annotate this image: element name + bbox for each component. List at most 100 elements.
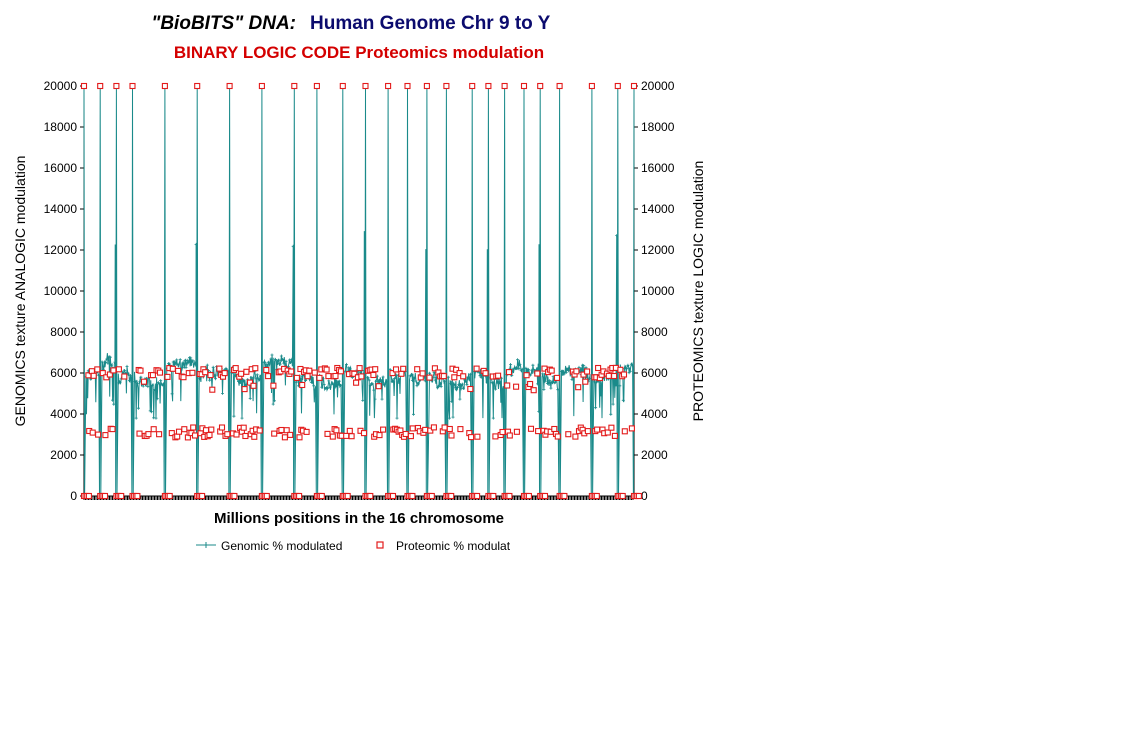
genomic-series [82,84,636,498]
y-tick-label-right: 14000 [641,202,675,216]
proteomic-point [419,370,426,377]
proteomic-point [427,427,434,434]
y-tick-label-left: 10000 [44,284,78,298]
proteomic-point-zero [85,492,92,500]
proteomic-point [575,384,582,391]
proteomic-point [251,433,258,440]
proteomic-point-top [97,82,104,90]
proteomic-point [164,373,171,380]
legend-genomic-label: Genomic % modulated [221,539,342,553]
proteomic-point [137,367,144,374]
proteomic-point-zero [428,492,435,500]
proteomic-point [189,369,196,376]
proteomic-point-top [226,82,233,90]
proteomic-point [584,368,591,375]
legend-proteomic-label: Proteomic % modulat [396,539,511,553]
proteomic-point [360,430,368,437]
proteomic-point [293,374,300,381]
proteomic-point [389,370,396,377]
proteomic-point [218,424,226,431]
proteomic-point-top [362,82,369,90]
proteomic-point-top [443,82,450,90]
proteomic-point [580,371,587,378]
proteomic-point [206,431,213,439]
proteomic-point [250,382,257,389]
proteomic-point [460,373,467,380]
proteomic-point [441,424,448,431]
proteomic-point-zero [561,492,568,500]
proteomic-point [473,365,480,372]
proteomic-point-top [258,82,265,90]
proteomic-point [620,371,628,378]
proteomic-point [451,374,458,381]
proteomic-point [299,381,306,389]
proteomic-point-top [485,82,492,90]
proteomic-point [106,371,113,378]
proteomic-point [271,430,278,437]
proteomic-point-zero [231,492,238,500]
proteomic-point [263,366,270,374]
proteomic-point [351,370,358,377]
proteomic-point [582,378,589,385]
proteomic-point [156,431,163,438]
proteomic-point [621,428,628,435]
y-axis-title-left: GENOMICS texture ANALOGIC modulation [12,156,28,427]
proteomic-point [180,374,187,381]
y-tick-label-left: 6000 [50,366,77,380]
proteomic-point [191,432,199,439]
proteomic-point-zero [635,492,642,500]
proteomic-point-zero [344,492,351,500]
y-tick-label-right: 6000 [641,366,668,380]
proteomic-point [402,430,409,438]
y-tick-label-right: 4000 [641,407,668,421]
proteomic-point [109,426,116,433]
proteomic-point [492,433,499,440]
proteomic-point-zero [541,492,549,500]
y-tick-label-right: 20000 [641,79,675,93]
proteomic-point [409,425,416,432]
y-tick-label-right: 0 [641,489,648,503]
proteomic-point-top [291,82,298,90]
proteomic-point [482,370,489,377]
proteomic-point [121,373,128,380]
chart-subtitle: BINARY LOGIC CODE Proteomics modulation [174,43,544,62]
proteomic-point [376,432,383,439]
proteomic-point [456,370,463,377]
proteomic-point [448,432,455,439]
chart-title-part1: "BioBITS" DNA: [151,13,296,34]
proteomic-point-zero [619,492,626,500]
proteomic-point [281,434,288,441]
proteomic-point [252,365,259,372]
proteomic-point-zero [448,492,455,500]
proteomic-point-top [385,82,392,90]
proteomic-point [468,434,475,441]
y-tick-label-right: 8000 [641,325,668,339]
proteomic-point [565,431,572,438]
y-axis-title-right: PROTEOMICS texture LOGIC modulation [690,161,706,422]
proteomic-point [356,365,363,372]
proteomic-point [102,432,109,439]
proteomic-point-top [129,82,136,90]
proteomic-point [400,365,407,372]
proteomic-point [392,366,400,373]
proteomic-point [202,369,209,376]
proteomic-point-zero [389,492,397,500]
legend: Genomic % modulated Proteomic % modulat [196,539,511,553]
legend-proteomic-marker [376,541,384,549]
proteomic-point [527,425,535,432]
proteomic-point [530,387,537,394]
proteomic-point [431,365,438,372]
proteomic-point [175,367,182,374]
proteomic-point [323,366,330,373]
proteomic-point [513,383,520,390]
proteomic-point [513,428,520,435]
y-tick-label-left: 20000 [44,79,78,93]
proteomic-point [348,433,355,440]
proteomic-point [430,424,437,431]
proteomic-point [333,427,340,434]
proteomic-point [136,430,143,437]
proteomic-point-zero [474,492,481,500]
proteomic-point [95,431,102,438]
proteomic-point [325,373,332,380]
y-tick-label-right: 18000 [641,120,675,134]
